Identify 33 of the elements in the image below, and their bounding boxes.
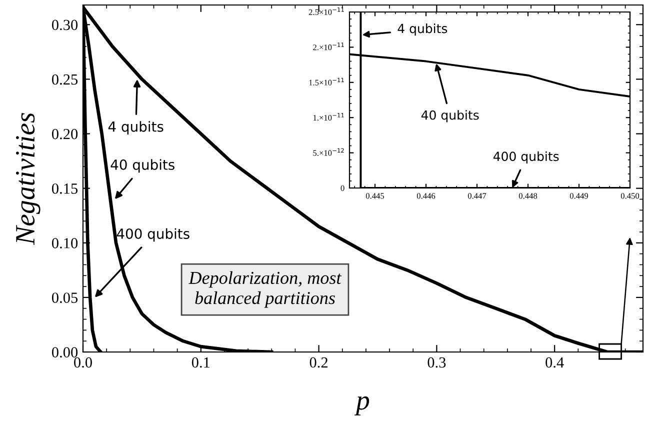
- x-tick-label: 0.448: [518, 193, 538, 199]
- y-tick-label: 2.5×10$^{−11}$: [308, 7, 344, 16]
- x-tick-label: 0.3: [428, 357, 446, 368]
- x-tick-label: 0.445: [366, 193, 384, 199]
- y-tick-label: 1.5×10$^{−11}$: [309, 78, 344, 86]
- x-tick-label: 0.446: [416, 193, 436, 199]
- annotation: 40 qubits: [421, 110, 479, 122]
- y-tick-label: 2.×10$^{−11}$: [313, 42, 344, 50]
- annotation: Depolarization, most balanced partitions: [188, 271, 342, 308]
- y-tick-label: 0.10: [52, 238, 78, 248]
- y-axis-title: Negativities: [16, 113, 40, 246]
- annotation: 40 qubits: [110, 159, 174, 173]
- x-tick-label: 0.447: [468, 193, 486, 199]
- annotation: 4 qubits: [398, 24, 448, 36]
- x-tick-label: 0.4: [546, 357, 564, 368]
- x-tick-label: 0.2: [310, 357, 328, 368]
- y-tick-label: 0.05: [52, 292, 78, 303]
- x-tick-label: 0.0: [74, 357, 92, 368]
- y-tick-label: 0.25: [52, 74, 78, 85]
- y-tick-label: 1.×10$^{−11}$: [313, 113, 344, 121]
- annotation: 400 qubits: [116, 228, 190, 242]
- annotation: 400 qubits: [493, 151, 559, 164]
- x-tick-label: 0.450: [620, 193, 640, 199]
- x-axis-title: p: [354, 396, 370, 416]
- y-tick-label: 0.15: [52, 183, 78, 194]
- y-tick-label: 0: [340, 185, 344, 191]
- annotation: 4 qubits: [108, 121, 164, 135]
- y-tick-label: 0.30: [52, 20, 78, 30]
- x-tick-label: 0.449: [570, 193, 588, 199]
- y-tick-label: 5.×10$^{−12}$: [313, 148, 344, 156]
- x-tick-label: 0.1: [192, 357, 210, 368]
- y-tick-label: 0.00: [52, 347, 78, 358]
- y-tick-label: 0.20: [52, 128, 78, 140]
